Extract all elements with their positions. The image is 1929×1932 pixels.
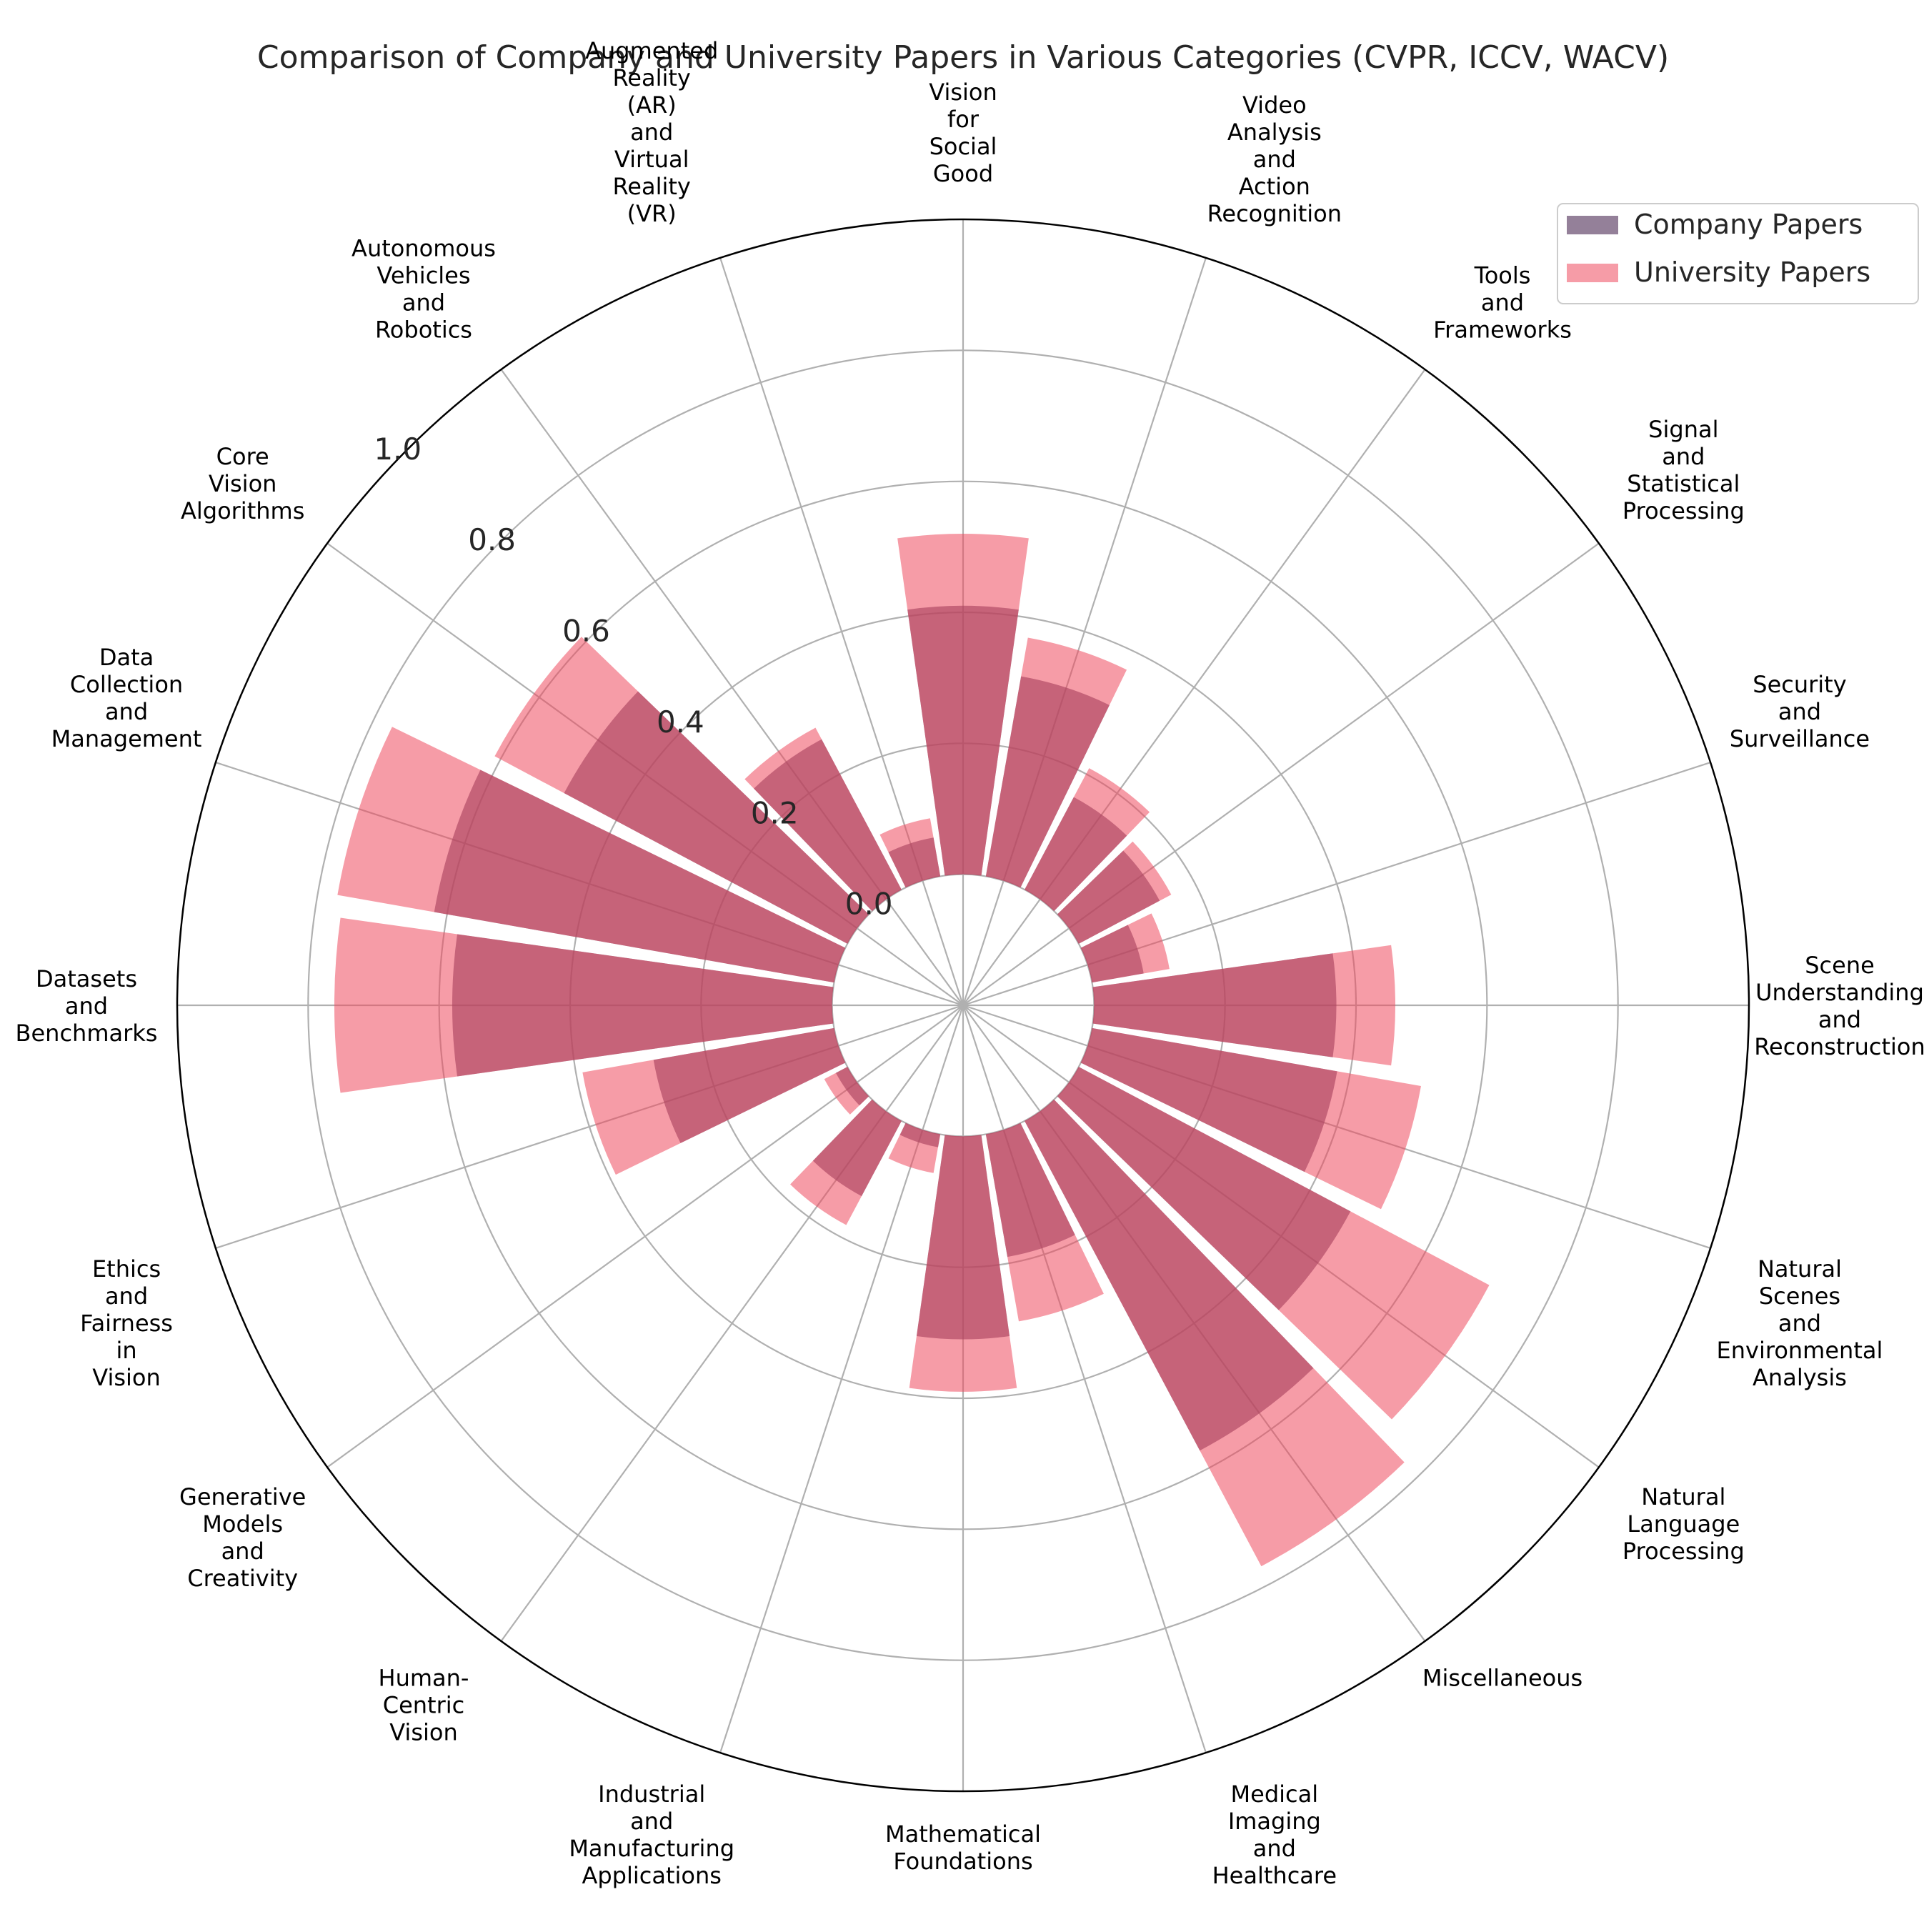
legend-swatch-company bbox=[1567, 216, 1618, 234]
category-label: Datasets and Benchmarks bbox=[16, 965, 158, 1047]
polar-frame bbox=[176, 218, 1750, 1793]
grid-circle bbox=[307, 349, 1619, 1661]
university-bar bbox=[1057, 1067, 1490, 1420]
university-bar bbox=[1025, 1099, 1405, 1567]
category-label: Natural Scenes and Environmental Analysis bbox=[1717, 1255, 1883, 1391]
category-label: Core Vision Algorithms bbox=[181, 443, 304, 524]
r-tick-label: 0.2 bbox=[751, 795, 799, 830]
r-tick-label: 1.0 bbox=[374, 432, 422, 467]
university-bar bbox=[334, 917, 834, 1093]
r-tick-label: 0.6 bbox=[562, 614, 610, 649]
category-label: Generative Models and Creativity bbox=[179, 1483, 306, 1592]
legend-swatch-university bbox=[1567, 264, 1618, 282]
r-tick-label: 0.0 bbox=[845, 887, 893, 922]
legend-frame bbox=[1557, 203, 1919, 304]
category-label: Ethics and Fairness in Vision bbox=[80, 1255, 173, 1391]
category-label: Data Collection and Management bbox=[51, 644, 202, 752]
category-label: Mathematical Foundations bbox=[885, 1821, 1041, 1875]
category-label: Security and Surveillance bbox=[1730, 671, 1870, 752]
category-label: Medical Imaging and Healthcare bbox=[1212, 1781, 1337, 1889]
category-label: Industrial and Manufacturing Applications bbox=[569, 1781, 734, 1889]
university-bar bbox=[790, 1099, 902, 1225]
university-bar bbox=[897, 534, 1029, 876]
university-bar bbox=[985, 637, 1127, 888]
category-label: Autonomous Vehicles and Robotics bbox=[352, 235, 496, 344]
legend-label-university: University Papers bbox=[1634, 257, 1870, 288]
category-label: Scene Understanding and Reconstruction bbox=[1754, 952, 1925, 1060]
university-bar bbox=[1057, 841, 1172, 944]
university-bar bbox=[1092, 945, 1395, 1066]
bars-layer bbox=[334, 534, 1490, 1567]
chart-title: Comparison of Company and University Pap… bbox=[257, 39, 1669, 76]
university-bar bbox=[1080, 913, 1170, 983]
category-label: Augmented Reality (AR) and Virtual Reality (VR… bbox=[585, 37, 718, 227]
category-label: Natural Language Processing bbox=[1623, 1483, 1745, 1565]
university-bar bbox=[1025, 768, 1150, 912]
university-bar bbox=[879, 818, 941, 888]
university-bar bbox=[337, 727, 846, 983]
legend-label-company: Company Papers bbox=[1634, 209, 1863, 240]
category-labels: Scene Understanding and Reconstruction Secur… bbox=[16, 37, 1925, 1889]
university-bar bbox=[582, 1027, 846, 1175]
category-label: Vision for Social Good bbox=[929, 79, 997, 187]
category-label: Tools and Frameworks bbox=[1433, 262, 1572, 344]
category-label: Signal and Statistical Processing bbox=[1623, 416, 1745, 524]
university-bar bbox=[824, 1067, 869, 1115]
university-bar bbox=[744, 727, 902, 912]
category-label: Video Analysis and Action Recognition bbox=[1207, 91, 1342, 227]
university-bar bbox=[909, 1135, 1017, 1392]
university-bar bbox=[1080, 1027, 1421, 1210]
r-tick-label: 0.8 bbox=[468, 522, 516, 557]
category-label: Human-Centric Vision bbox=[379, 1664, 469, 1746]
university-bar bbox=[494, 637, 869, 944]
legend: Company Papers University Papers bbox=[1557, 203, 1919, 304]
category-label: Miscellaneous bbox=[1422, 1664, 1582, 1691]
university-bar bbox=[985, 1122, 1104, 1322]
r-tick-label: 0.4 bbox=[657, 704, 704, 740]
radial-tick-labels: 0.0 0.2 0.4 0.6 0.8 1.0 bbox=[374, 432, 892, 922]
university-bar bbox=[888, 1122, 941, 1173]
